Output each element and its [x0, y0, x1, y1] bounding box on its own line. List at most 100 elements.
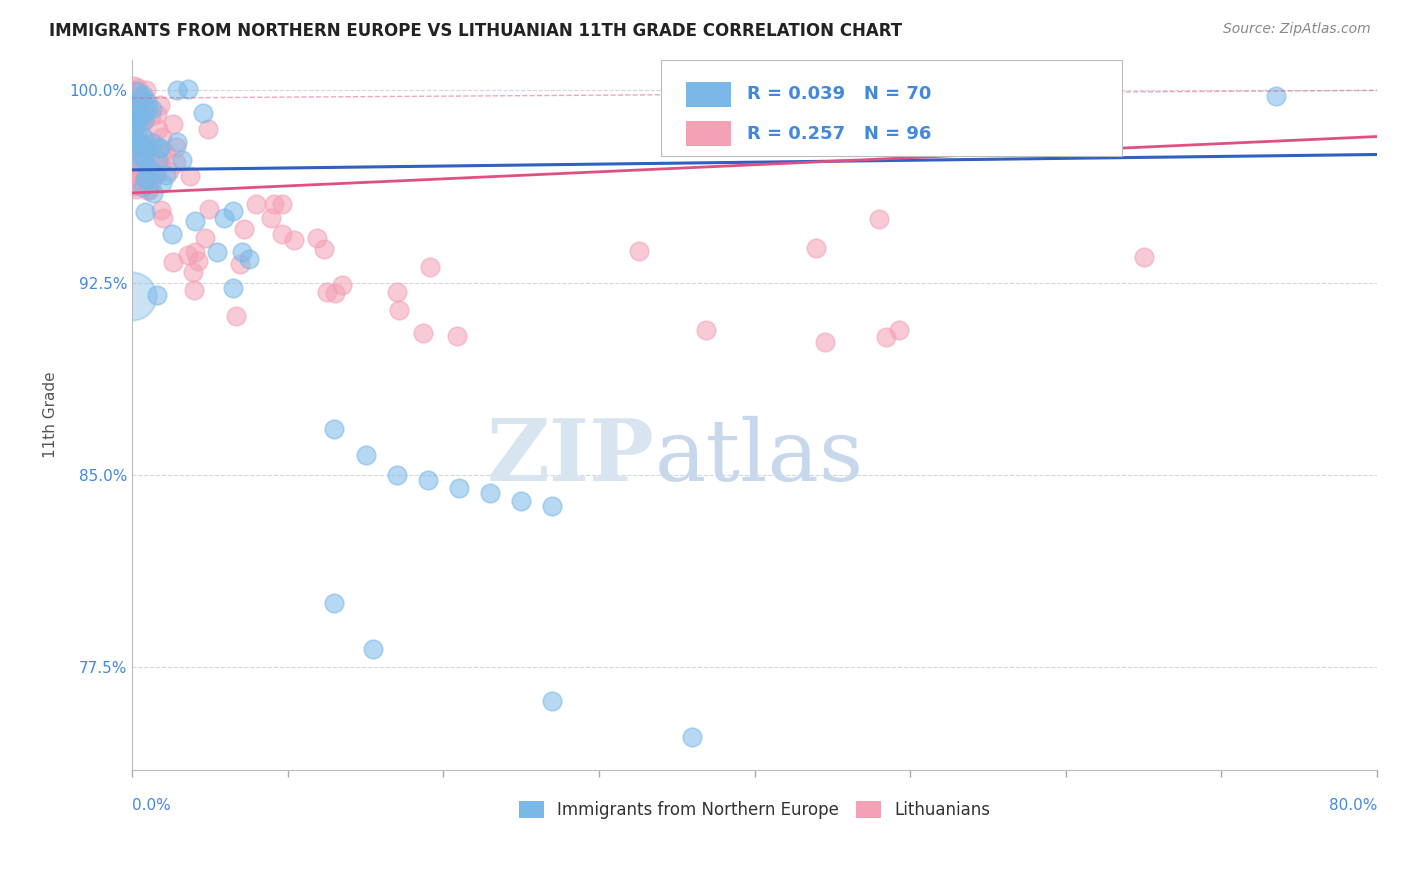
Point — [122, 84, 145, 98]
Point — [124, 95, 146, 110]
Point — [143, 166, 166, 180]
Point — [135, 83, 157, 97]
Point — [127, 129, 149, 144]
Point — [122, 173, 145, 187]
Point — [385, 468, 408, 483]
Point — [177, 82, 200, 96]
Point — [152, 176, 174, 190]
Point — [124, 120, 146, 135]
Point — [330, 278, 353, 293]
Point — [145, 166, 167, 180]
Point — [124, 113, 146, 128]
Point — [124, 87, 146, 101]
Y-axis label: 11th Grade: 11th Grade — [44, 371, 58, 458]
Point — [122, 128, 145, 143]
Point — [129, 136, 152, 151]
Point — [124, 141, 146, 155]
Point — [446, 329, 468, 343]
Point — [229, 257, 252, 271]
Point — [478, 486, 501, 500]
Point — [125, 84, 148, 98]
Point — [149, 97, 172, 112]
Point — [134, 205, 156, 219]
Point — [134, 147, 156, 161]
Point — [135, 171, 157, 186]
Point — [134, 151, 156, 165]
Point — [354, 448, 377, 462]
Point — [125, 134, 148, 148]
Point — [125, 112, 148, 127]
Point — [125, 178, 148, 193]
Point — [1132, 250, 1154, 264]
FancyBboxPatch shape — [686, 121, 731, 146]
Point — [198, 202, 221, 216]
Point — [162, 117, 184, 131]
Point — [1264, 88, 1286, 103]
Point — [148, 157, 170, 171]
Point — [122, 145, 145, 159]
Point — [541, 694, 564, 708]
Point — [170, 153, 193, 167]
Point — [197, 122, 219, 136]
Point — [152, 211, 174, 226]
Point — [187, 254, 209, 268]
Point — [122, 108, 145, 122]
Point — [245, 196, 267, 211]
Point — [315, 285, 337, 299]
Point — [142, 186, 165, 200]
Point — [157, 163, 180, 178]
Point — [194, 231, 217, 245]
Point — [128, 105, 150, 120]
Point — [146, 153, 169, 167]
Point — [132, 113, 155, 128]
Point — [125, 87, 148, 102]
Point — [165, 140, 187, 154]
Point — [124, 87, 146, 101]
Point — [127, 111, 149, 125]
Point — [132, 88, 155, 103]
Point — [179, 169, 201, 183]
Point — [132, 180, 155, 194]
Point — [166, 83, 188, 97]
Point — [138, 137, 160, 152]
Point — [160, 227, 183, 241]
Point — [146, 121, 169, 136]
Text: Source: ZipAtlas.com: Source: ZipAtlas.com — [1223, 22, 1371, 37]
Point — [121, 288, 143, 302]
Text: 0.0%: 0.0% — [132, 798, 172, 814]
Point — [177, 247, 200, 261]
Point — [814, 335, 837, 350]
Point — [129, 153, 152, 168]
Point — [193, 106, 215, 120]
Point — [132, 113, 155, 128]
Point — [307, 231, 329, 245]
Point — [150, 146, 173, 161]
Point — [134, 92, 156, 106]
Point — [134, 140, 156, 154]
Point — [122, 129, 145, 144]
Point — [146, 106, 169, 120]
Point — [283, 233, 305, 247]
Point — [412, 326, 434, 340]
Point — [146, 156, 169, 170]
Point — [416, 473, 439, 487]
Point — [271, 196, 294, 211]
Point — [222, 204, 245, 219]
Point — [149, 141, 172, 155]
Point — [510, 493, 533, 508]
Point — [136, 95, 159, 109]
FancyBboxPatch shape — [686, 82, 731, 107]
Point — [184, 214, 207, 228]
Point — [153, 145, 176, 160]
Point — [124, 161, 146, 175]
Point — [149, 202, 172, 217]
Point — [127, 116, 149, 130]
Point — [136, 103, 159, 117]
Point — [129, 115, 152, 129]
Point — [134, 171, 156, 186]
Point — [155, 168, 177, 182]
Point — [263, 197, 285, 211]
Point — [132, 106, 155, 120]
Point — [148, 141, 170, 155]
Point — [125, 165, 148, 179]
